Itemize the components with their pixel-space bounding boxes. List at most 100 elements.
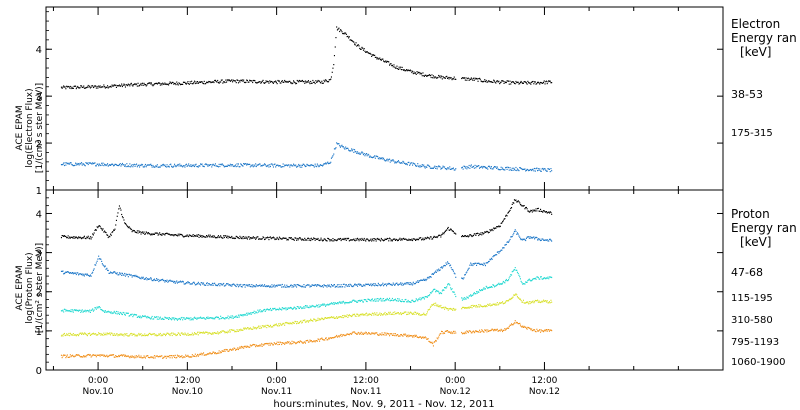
data-point-115-195 <box>409 282 411 284</box>
data-point-175-315 <box>222 164 224 166</box>
data-point-47-68 <box>158 233 160 235</box>
data-point-310-580 <box>121 313 123 315</box>
data-point-38-53 <box>236 79 238 81</box>
data-point-47-68 <box>438 234 440 236</box>
data-point-47-68 <box>255 237 257 239</box>
data-point-1060-1900 <box>139 356 141 359</box>
data-point-47-68 <box>483 232 485 234</box>
data-point-38-53 <box>328 79 330 81</box>
data-point-38-53 <box>70 87 72 90</box>
data-point-795-1193 <box>121 334 123 336</box>
data-point-310-580 <box>287 308 289 310</box>
data-point-115-195 <box>330 286 332 288</box>
data-point-795-1193 <box>508 299 510 301</box>
data-point-115-195 <box>179 281 181 283</box>
data-point-115-195 <box>209 284 211 286</box>
data-point-175-315 <box>86 162 88 164</box>
data-point-47-68 <box>374 238 376 240</box>
data-point-795-1193 <box>133 333 135 335</box>
data-point-47-68 <box>545 211 547 213</box>
data-point-310-580 <box>511 274 513 276</box>
data-point-175-315 <box>436 168 438 170</box>
data-point-310-580 <box>192 319 194 321</box>
data-point-175-315 <box>377 157 379 159</box>
data-point-310-580 <box>284 308 286 310</box>
data-point-1060-1900 <box>537 330 539 332</box>
data-point-115-195 <box>513 230 515 233</box>
data-point-47-68 <box>521 205 523 207</box>
data-point-310-580 <box>455 295 457 298</box>
data-point-47-68 <box>487 232 489 234</box>
data-point-47-68 <box>146 232 148 234</box>
data-point-115-195 <box>473 263 475 265</box>
data-point-175-315 <box>154 166 156 168</box>
data-point-175-315 <box>505 167 507 169</box>
data-point-1060-1900 <box>127 355 129 357</box>
data-point-115-195 <box>278 284 280 286</box>
data-point-795-1193 <box>86 335 88 337</box>
data-point-1060-1900 <box>403 334 405 336</box>
data-point-47-68 <box>450 228 452 230</box>
data-point-38-53 <box>433 77 435 79</box>
data-point-310-580 <box>255 311 257 313</box>
data-point-1060-1900 <box>339 334 341 336</box>
data-point-1060-1900 <box>255 344 257 346</box>
data-point-38-53 <box>75 85 77 87</box>
data-point-310-580 <box>245 314 247 316</box>
data-point-310-580 <box>252 312 254 314</box>
data-point-38-53 <box>77 85 79 88</box>
data-point-310-580 <box>479 289 481 291</box>
data-point-175-315 <box>414 163 416 165</box>
data-point-175-315 <box>419 164 421 167</box>
data-point-175-315 <box>358 152 360 154</box>
data-point-47-68 <box>328 238 330 241</box>
data-point-795-1193 <box>394 313 396 315</box>
data-point-115-195 <box>280 284 282 286</box>
data-point-47-68 <box>338 238 340 240</box>
data-point-1060-1900 <box>324 339 326 341</box>
data-point-47-68 <box>383 239 385 241</box>
data-point-310-580 <box>471 294 473 297</box>
data-point-38-53 <box>130 82 132 84</box>
data-point-115-195 <box>517 233 519 235</box>
data-point-115-195 <box>506 241 508 243</box>
data-point-115-195 <box>510 236 512 238</box>
data-point-795-1193 <box>92 332 94 334</box>
data-point-47-68 <box>87 235 89 237</box>
data-point-115-195 <box>406 282 408 284</box>
data-point-115-195 <box>249 285 251 287</box>
data-point-795-1193 <box>249 328 251 330</box>
data-point-47-68 <box>423 239 425 241</box>
data-point-47-68 <box>393 238 395 240</box>
data-point-310-580 <box>526 281 528 283</box>
data-point-1060-1900 <box>128 356 130 358</box>
data-point-310-580 <box>250 313 252 315</box>
data-point-310-580 <box>310 306 312 308</box>
data-point-38-53 <box>430 76 432 79</box>
data-point-795-1193 <box>524 302 526 304</box>
data-point-310-580 <box>462 297 464 299</box>
data-point-1060-1900 <box>388 333 390 335</box>
data-point-310-580 <box>79 309 81 311</box>
data-point-47-68 <box>194 235 196 237</box>
data-point-175-315 <box>478 165 480 167</box>
data-point-115-195 <box>188 282 190 284</box>
data-point-38-53 <box>198 81 200 84</box>
data-point-115-195 <box>116 272 118 274</box>
data-point-47-68 <box>124 223 126 225</box>
data-point-175-315 <box>102 162 104 164</box>
data-point-310-580 <box>153 316 155 318</box>
data-point-1060-1900 <box>270 342 272 344</box>
data-point-38-53 <box>462 77 464 79</box>
data-point-310-580 <box>119 311 121 314</box>
data-point-38-53 <box>381 58 383 60</box>
data-point-47-68 <box>369 239 371 241</box>
data-point-115-195 <box>409 283 411 286</box>
data-point-47-68 <box>126 225 128 227</box>
data-point-38-53 <box>229 80 231 82</box>
data-point-310-580 <box>243 314 245 316</box>
data-point-310-580 <box>238 316 240 318</box>
data-point-115-195 <box>297 284 299 286</box>
data-point-795-1193 <box>528 303 530 305</box>
data-point-795-1193 <box>311 320 313 322</box>
